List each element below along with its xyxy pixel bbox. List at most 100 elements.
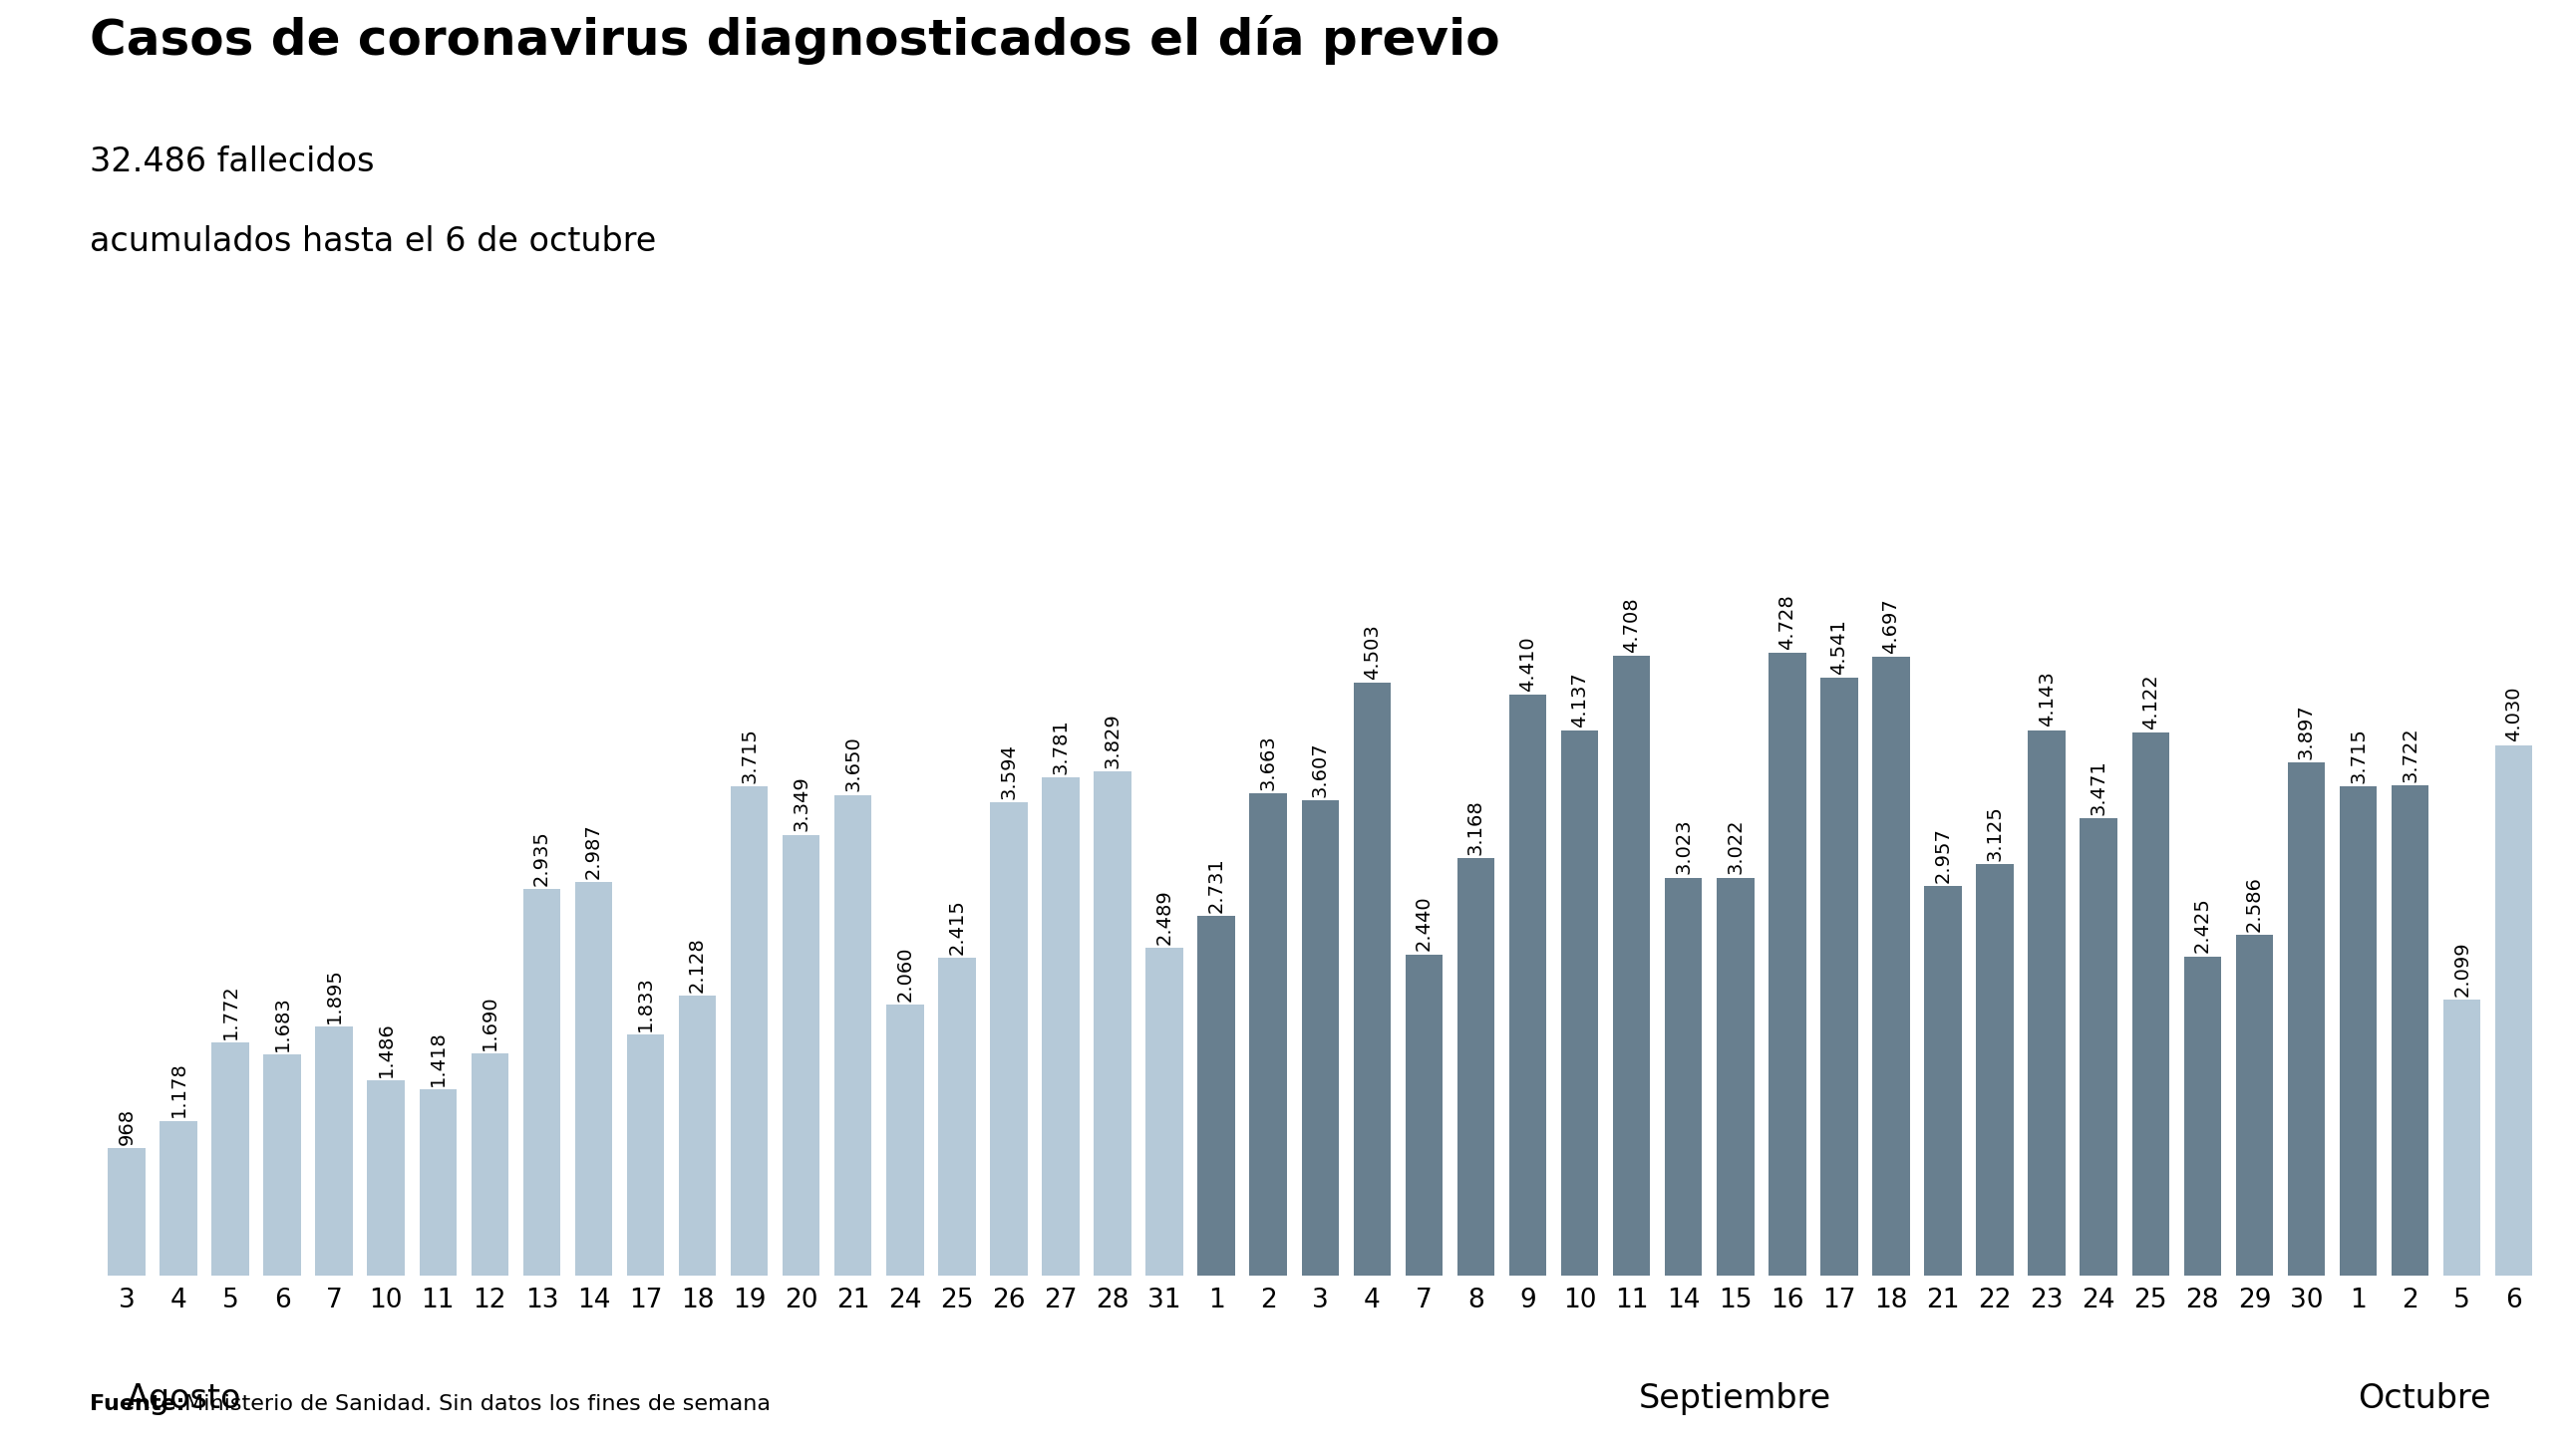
- Text: 3.022: 3.022: [1726, 819, 1744, 874]
- Text: 4.122: 4.122: [2141, 674, 2161, 729]
- Bar: [2496, 745, 2532, 1276]
- Text: 4.503: 4.503: [1363, 624, 1381, 679]
- Text: 2.440: 2.440: [1414, 896, 1432, 951]
- Bar: [2027, 729, 2066, 1276]
- Bar: [2339, 786, 2378, 1276]
- Text: Ministerio de Sanidad. Sin datos los fines de semana: Ministerio de Sanidad. Sin datos los fin…: [178, 1393, 770, 1414]
- Text: 2.586: 2.586: [2244, 876, 2264, 932]
- Text: 3.023: 3.023: [1674, 819, 1692, 874]
- Bar: [732, 786, 768, 1276]
- Bar: [368, 1080, 404, 1276]
- Text: 3.607: 3.607: [1311, 742, 1329, 798]
- Bar: [2184, 957, 2221, 1276]
- Bar: [2079, 819, 2117, 1276]
- Bar: [1561, 731, 1597, 1276]
- Bar: [1301, 800, 1340, 1276]
- Text: 3.168: 3.168: [1466, 799, 1486, 855]
- Text: 3.829: 3.829: [1103, 712, 1123, 768]
- Bar: [1043, 777, 1079, 1276]
- Bar: [835, 795, 871, 1276]
- Bar: [108, 1148, 144, 1276]
- Text: 4.728: 4.728: [1777, 594, 1798, 650]
- Text: Casos de coronavirus diagnosticados el día previo: Casos de coronavirus diagnosticados el d…: [90, 14, 1499, 64]
- Text: 3.471: 3.471: [2089, 760, 2107, 815]
- Text: 4.697: 4.697: [1880, 599, 1901, 654]
- Bar: [1352, 683, 1391, 1276]
- Text: 3.594: 3.594: [999, 744, 1018, 799]
- Text: 4.143: 4.143: [2038, 671, 2056, 726]
- Bar: [626, 1034, 665, 1276]
- Text: 968: 968: [116, 1108, 137, 1146]
- Bar: [574, 883, 613, 1276]
- Text: 2.987: 2.987: [585, 824, 603, 879]
- Text: 1.486: 1.486: [376, 1021, 397, 1077]
- Text: 1.772: 1.772: [222, 983, 240, 1040]
- Bar: [1924, 886, 1963, 1276]
- Bar: [263, 1054, 301, 1276]
- Bar: [1613, 655, 1651, 1276]
- Bar: [938, 958, 976, 1276]
- Text: Septiembre: Septiembre: [1638, 1382, 1832, 1415]
- Text: 4.137: 4.137: [1571, 671, 1589, 728]
- Text: 4.541: 4.541: [1829, 619, 1850, 674]
- Bar: [1095, 771, 1131, 1276]
- Text: 2.425: 2.425: [2192, 898, 2213, 953]
- Bar: [471, 1053, 507, 1276]
- Text: 2.099: 2.099: [2452, 941, 2470, 996]
- Bar: [1146, 948, 1182, 1276]
- Bar: [1510, 695, 1546, 1276]
- Text: 3.349: 3.349: [791, 776, 811, 831]
- Bar: [523, 889, 562, 1276]
- Text: 1.418: 1.418: [428, 1031, 448, 1086]
- Text: 2.128: 2.128: [688, 937, 706, 992]
- Text: 3.715: 3.715: [739, 728, 760, 783]
- Bar: [1716, 877, 1754, 1276]
- Bar: [677, 996, 716, 1276]
- Text: 2.957: 2.957: [1935, 828, 1953, 883]
- Text: 2.731: 2.731: [1208, 857, 1226, 914]
- Text: 4.410: 4.410: [1517, 637, 1538, 692]
- Bar: [783, 835, 819, 1276]
- Bar: [886, 1005, 925, 1276]
- Bar: [1198, 916, 1234, 1276]
- Text: 2.060: 2.060: [896, 945, 914, 1002]
- Bar: [2442, 999, 2481, 1276]
- Bar: [1821, 677, 1857, 1276]
- Bar: [1770, 652, 1806, 1276]
- Text: Agosto: Agosto: [126, 1382, 242, 1415]
- Text: 3.715: 3.715: [2349, 728, 2367, 783]
- Bar: [420, 1089, 456, 1276]
- Text: acumulados hasta el 6 de octubre: acumulados hasta el 6 de octubre: [90, 225, 657, 258]
- Text: 1.833: 1.833: [636, 976, 654, 1031]
- Text: 1.683: 1.683: [273, 995, 291, 1051]
- Text: 3.722: 3.722: [2401, 726, 2419, 782]
- Text: 3.781: 3.781: [1051, 719, 1069, 774]
- Bar: [989, 802, 1028, 1276]
- Bar: [1249, 793, 1288, 1276]
- Bar: [2391, 786, 2429, 1276]
- Text: 3.897: 3.897: [2298, 703, 2316, 760]
- Text: 4.708: 4.708: [1623, 597, 1641, 652]
- Text: 2.489: 2.489: [1154, 889, 1175, 945]
- Text: Octubre: Octubre: [2357, 1382, 2491, 1415]
- Bar: [211, 1043, 250, 1276]
- Text: 32.486 fallecidos: 32.486 fallecidos: [90, 145, 374, 178]
- Bar: [314, 1027, 353, 1276]
- Bar: [2133, 732, 2169, 1276]
- Text: Fuente:: Fuente:: [90, 1393, 185, 1414]
- Text: 3.650: 3.650: [842, 737, 863, 792]
- Text: 3.663: 3.663: [1260, 735, 1278, 790]
- Text: 3.125: 3.125: [1986, 805, 2004, 861]
- Text: 2.415: 2.415: [948, 899, 966, 954]
- Text: 4.030: 4.030: [2504, 686, 2524, 741]
- Text: 1.895: 1.895: [325, 967, 343, 1024]
- Bar: [1873, 657, 1909, 1276]
- Text: 2.935: 2.935: [533, 831, 551, 886]
- Bar: [1976, 864, 2014, 1276]
- Text: 1.690: 1.690: [479, 995, 500, 1050]
- Bar: [160, 1121, 198, 1276]
- Bar: [2236, 935, 2272, 1276]
- Bar: [1664, 877, 1703, 1276]
- Bar: [2287, 763, 2326, 1276]
- Text: 1.178: 1.178: [170, 1061, 188, 1118]
